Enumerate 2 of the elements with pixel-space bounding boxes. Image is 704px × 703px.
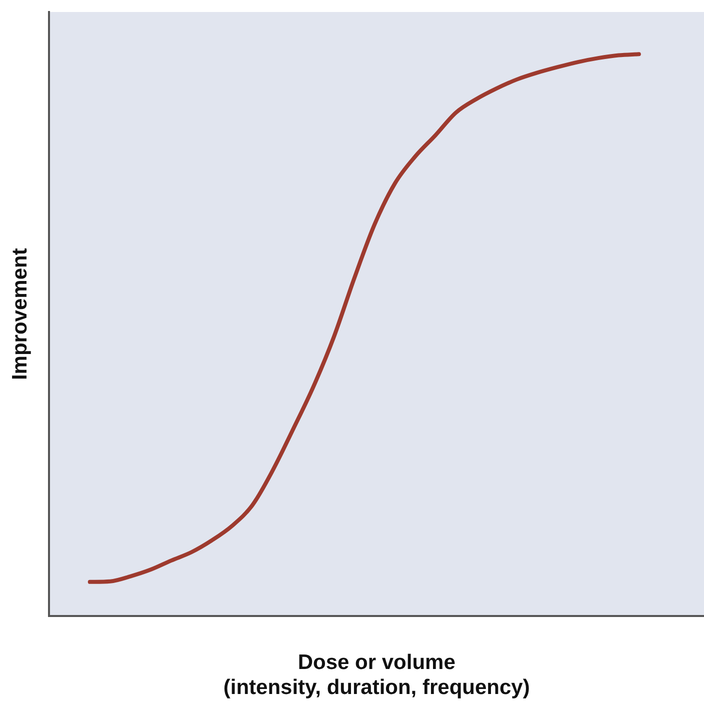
x-axis-title: Dose or volume (intensity, duration, frequency) (223, 650, 530, 700)
y-axis-title: Improvement (8, 248, 32, 380)
